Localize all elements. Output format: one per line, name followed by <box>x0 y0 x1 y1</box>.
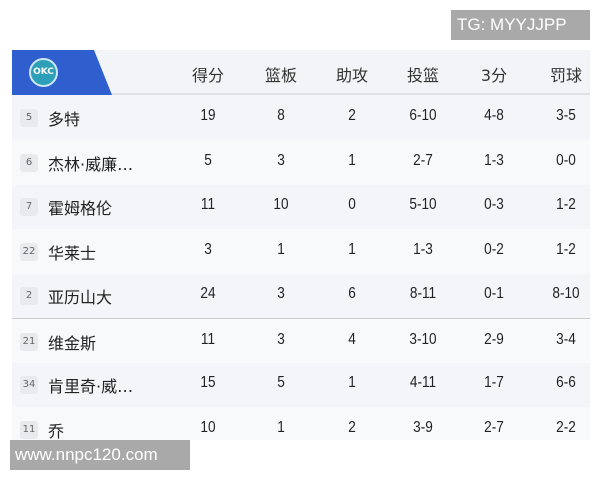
stat-cell: 3 <box>277 330 285 348</box>
stat-cell: 3 <box>204 240 212 258</box>
player-row[interactable]: 2 亚历山大 24 3 6 8-11 0-1 8-10 <box>12 273 590 318</box>
stat-cell: 2-2 <box>556 418 576 436</box>
team-band <box>12 50 112 95</box>
player-name: 乔 <box>48 421 65 441</box>
player-name: 维金斯 <box>48 333 97 353</box>
player-name: 杰林·威廉… <box>48 154 134 174</box>
stat-cell: 24 <box>200 285 216 302</box>
stat-cell: 1 <box>277 418 285 436</box>
stat-cell: 3 <box>277 285 285 302</box>
watermark-bottom: www.nnpc120.com <box>10 440 190 470</box>
stat-cell: 0-0 <box>556 151 576 169</box>
stat-cell: 1-3 <box>413 240 433 258</box>
stat-cell: 5 <box>277 374 285 391</box>
stat-cell: 3-5 <box>556 107 576 124</box>
stat-cell: 0-2 <box>484 240 504 258</box>
column-header[interactable]: 助攻 <box>335 66 368 85</box>
jersey-number: 11 <box>20 420 38 439</box>
player-row[interactable]: 21 维金斯 11 3 4 3-10 2-9 3-4 <box>12 317 590 363</box>
stat-cell: 6-6 <box>556 374 576 391</box>
jersey-number: 2 <box>20 287 38 305</box>
column-header[interactable]: 得分 <box>191 66 224 85</box>
column-header[interactable]: 罚球 <box>549 66 582 85</box>
stat-cell: 1-2 <box>556 196 576 213</box>
team-logo: OKC <box>29 58 58 87</box>
stat-cell: 10 <box>200 418 216 436</box>
player-name: 华莱士 <box>48 243 97 263</box>
stat-cell: 1-3 <box>484 151 504 169</box>
watermark-top: TG: MYYJJPP <box>451 10 590 40</box>
stat-cell: 11 <box>200 330 216 348</box>
stat-cell: 5-10 <box>409 196 437 213</box>
jersey-number: 5 <box>20 109 38 127</box>
stat-cell: 4 <box>348 330 356 348</box>
stat-cell: 3-10 <box>409 330 437 348</box>
player-name: 多特 <box>48 110 81 129</box>
stat-cell: 2-7 <box>413 151 433 169</box>
stat-cell: 1 <box>348 374 356 391</box>
stat-cell: 1-2 <box>556 240 576 258</box>
stat-cell: 2 <box>348 107 356 124</box>
jersey-number: 7 <box>20 198 38 216</box>
stat-cell: 0-1 <box>484 285 504 302</box>
stat-cell: 0 <box>348 196 356 213</box>
player-name: 肯里奇·威… <box>48 377 134 396</box>
column-header[interactable]: 篮板 <box>264 66 297 85</box>
box-score-table: OKC 得分 篮板 助攻 投篮 3分 罚球 5 多特 19 8 2 6-10 4-8 3-5 6 杰林·威廉… <box>12 50 590 440</box>
stat-cell: 2 <box>348 418 356 436</box>
stat-cell: 1-7 <box>484 374 504 391</box>
jersey-number: 34 <box>20 376 38 394</box>
stat-cell: 5 <box>204 151 212 169</box>
stat-cell: 11 <box>200 196 216 213</box>
stat-cell: 8-10 <box>552 285 580 302</box>
table-header: OKC 得分 篮板 助攻 投篮 3分 罚球 <box>12 50 590 95</box>
stat-cell: 1 <box>348 240 356 258</box>
player-row[interactable]: 11 乔 10 1 2 3-9 2-7 2-2 <box>12 406 590 441</box>
stat-cell: 3-4 <box>556 330 576 348</box>
stat-cell: 10 <box>273 196 289 213</box>
stat-cell: 6 <box>348 285 356 302</box>
stat-cell: 2-7 <box>484 418 504 436</box>
stat-cell: 4-8 <box>484 107 504 124</box>
player-name: 亚历山大 <box>48 288 113 307</box>
stat-cell: 0-3 <box>484 196 504 213</box>
stat-cell: 2-9 <box>484 330 504 348</box>
stat-cell: 3 <box>277 151 285 169</box>
stat-cell: 4-11 <box>409 374 437 391</box>
player-row[interactable]: 34 肯里奇·威… 15 5 1 4-11 1-7 6-6 <box>12 362 590 407</box>
stat-cell: 8 <box>277 107 285 124</box>
stat-cell: 1 <box>277 240 285 258</box>
stat-cell: 3-9 <box>413 418 433 436</box>
jersey-number: 22 <box>20 242 38 261</box>
player-name: 霍姆格伦 <box>48 199 113 218</box>
stat-cell: 19 <box>200 107 216 124</box>
stat-cell: 8-11 <box>409 285 437 302</box>
jersey-number: 21 <box>20 332 38 351</box>
player-row[interactable]: 7 霍姆格伦 11 10 0 5-10 0-3 1-2 <box>12 184 590 229</box>
jersey-number: 6 <box>20 153 38 172</box>
stat-cell: 1 <box>348 151 356 169</box>
stat-cell: 15 <box>200 374 216 391</box>
player-row[interactable]: 5 多特 19 8 2 6-10 4-8 3-5 <box>12 95 590 140</box>
column-header[interactable]: 投篮 <box>406 66 439 85</box>
column-header[interactable]: 3分 <box>480 66 508 85</box>
player-row[interactable]: 6 杰林·威廉… 5 3 1 2-7 1-3 0-0 <box>12 139 590 185</box>
player-row[interactable]: 22 华莱士 3 1 1 1-3 0-2 1-2 <box>12 228 590 274</box>
stat-cell: 6-10 <box>409 107 437 124</box>
